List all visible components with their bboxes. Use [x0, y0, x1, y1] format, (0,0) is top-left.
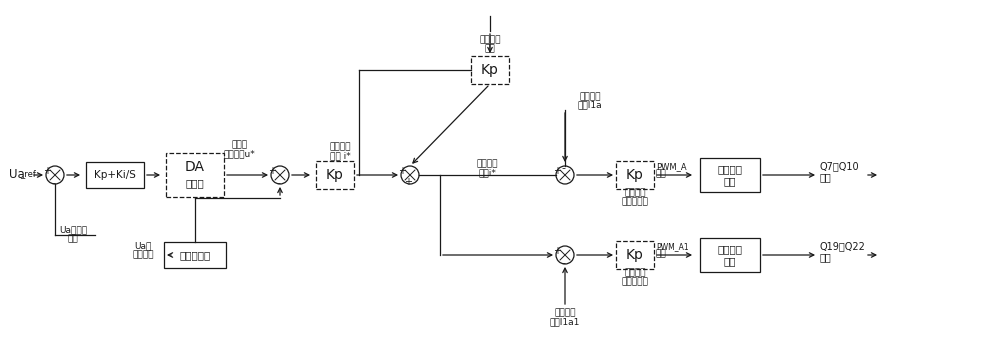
Text: Kp: Kp — [626, 168, 644, 182]
Text: 电感电流: 电感电流 — [554, 309, 576, 318]
Text: 驱动电路: 驱动电路 — [718, 164, 742, 174]
Text: 时值反馈: 时值反馈 — [132, 251, 154, 260]
Text: 驱动: 驱动 — [820, 252, 832, 262]
Bar — [700, 158, 760, 192]
Text: Q7～Q10: Q7～Q10 — [820, 161, 860, 171]
Text: 输出: 输出 — [656, 249, 667, 258]
Bar — [164, 242, 226, 268]
Text: 电感电流: 电感电流 — [624, 269, 646, 278]
Text: 驱动: 驱动 — [724, 176, 736, 186]
Text: -: - — [561, 258, 565, 268]
Text: PWM_A: PWM_A — [656, 162, 687, 171]
Text: 电感电流: 电感电流 — [477, 159, 498, 168]
Text: Ua瞬: Ua瞬 — [134, 242, 152, 251]
Text: Ua有效值: Ua有效值 — [59, 225, 87, 234]
Text: 指令i*: 指令i* — [479, 168, 496, 177]
Text: Ua: Ua — [9, 167, 25, 180]
Text: 驱动: 驱动 — [724, 256, 736, 266]
Text: 转换器: 转换器 — [186, 178, 204, 188]
Text: 输出: 输出 — [656, 170, 667, 179]
Text: +: + — [398, 166, 406, 176]
Text: 反馈I1a1: 反馈I1a1 — [550, 318, 580, 327]
Text: Kp+Ki/S: Kp+Ki/S — [94, 170, 136, 180]
Text: -: - — [51, 178, 55, 188]
Bar — [166, 153, 224, 197]
Text: 输出电流: 输出电流 — [329, 143, 351, 152]
Bar — [616, 241, 654, 269]
Text: PWM_A1: PWM_A1 — [656, 243, 689, 252]
Text: 瞬时值控制: 瞬时值控制 — [622, 198, 648, 207]
Text: Kp: Kp — [326, 168, 344, 182]
Text: 输出电流: 输出电流 — [479, 36, 501, 45]
Text: Q19～Q22: Q19～Q22 — [820, 241, 866, 251]
Text: Kp: Kp — [626, 248, 644, 262]
Text: DA: DA — [185, 160, 205, 174]
Text: -: - — [561, 163, 565, 173]
Bar — [616, 161, 654, 189]
Text: +: + — [268, 166, 276, 176]
Text: +: + — [553, 166, 561, 176]
Bar — [471, 56, 509, 84]
Text: +: + — [404, 177, 412, 187]
Text: 前馈: 前馈 — [485, 45, 495, 54]
Text: 时值指令u*: 时值指令u* — [224, 149, 255, 158]
Text: 瞬时值检测: 瞬时值检测 — [179, 250, 211, 260]
Text: 电感电流: 电感电流 — [579, 93, 601, 102]
Text: Kp: Kp — [481, 63, 499, 77]
Text: 电压瞬: 电压瞬 — [231, 140, 248, 149]
Bar — [316, 161, 354, 189]
Text: 指令 i*: 指令 i* — [330, 152, 350, 161]
Text: 驱动: 驱动 — [820, 172, 832, 182]
Text: 反馈I1a: 反馈I1a — [578, 100, 602, 109]
Text: 驱动电路: 驱动电路 — [718, 244, 742, 254]
Text: 反馈: 反馈 — [68, 234, 78, 243]
Text: 电感电流: 电感电流 — [624, 189, 646, 198]
Text: _ref: _ref — [20, 170, 36, 179]
Bar — [700, 238, 760, 272]
Text: +: + — [553, 246, 561, 256]
Text: 瞬时值控制: 瞬时值控制 — [622, 278, 648, 287]
Text: +: + — [43, 166, 51, 176]
Bar — [86, 162, 144, 188]
Text: -: - — [276, 178, 280, 188]
